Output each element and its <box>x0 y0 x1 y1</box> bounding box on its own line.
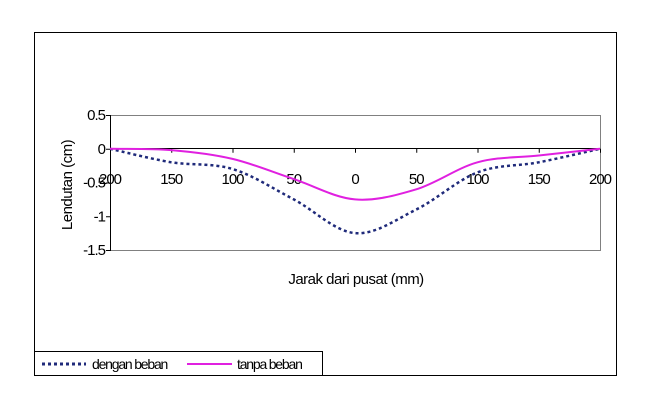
y-tick-label: -0.5 <box>83 175 106 192</box>
x-tick-label: 100 <box>466 171 489 188</box>
x-tick-label: 150 <box>528 171 551 188</box>
series-line-tanpa-beban <box>109 147 601 201</box>
x-tick-label: 0 <box>351 171 359 188</box>
legend-label-tanpa-beban: tanpa beban <box>237 356 302 372</box>
plot-area <box>110 115 601 251</box>
x-tick-label: 150 <box>160 171 183 188</box>
legend: dengan beban tanpa beban <box>34 351 323 376</box>
legend-label-dengan-beban: dengan beban <box>92 356 168 372</box>
y-tick-label: -1.5 <box>83 242 106 259</box>
y-axis-title: Lendutan (cm) <box>59 139 76 230</box>
y-tick-label: 0.5 <box>87 107 106 124</box>
x-tick-label: 200 <box>99 171 122 188</box>
y-ticks: 0.5 0 -0.5 -1 -1.5 <box>83 107 110 259</box>
x-tick-label: 200 <box>589 171 612 188</box>
series-line-dengan-beban <box>109 147 601 235</box>
x-axis-title: Jarak dari pusat (mm) <box>288 271 424 288</box>
x-tick-label: 50 <box>409 171 424 188</box>
y-tick-label: -1 <box>94 208 106 225</box>
series-layer <box>109 147 601 235</box>
y-tick-label: 0 <box>98 141 106 158</box>
legend-box <box>34 351 323 376</box>
x-tick-label: 100 <box>221 171 244 188</box>
